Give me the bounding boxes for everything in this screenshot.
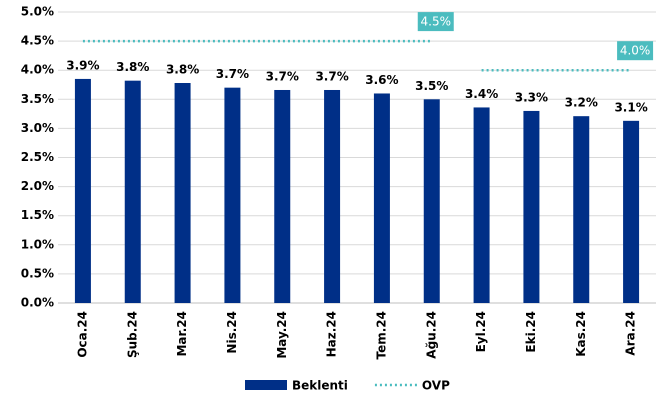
y-tick-label: 3.0% — [21, 121, 54, 135]
annotation: 4.5% — [421, 15, 452, 29]
data-label: 3.6% — [365, 73, 398, 87]
bar — [274, 89, 291, 303]
bar — [373, 93, 390, 303]
y-tick-label: 5.0% — [21, 5, 54, 19]
y-tick-label: 2.5% — [21, 150, 54, 164]
y-tick-label: 2.0% — [21, 179, 54, 193]
data-label: 3.2% — [565, 96, 598, 110]
legend-label: OVP — [422, 379, 450, 393]
bar — [473, 107, 490, 303]
y-tick-label: 0.0% — [21, 296, 54, 310]
data-label: 3.1% — [614, 100, 647, 114]
bar — [324, 89, 341, 303]
x-tick-label: Ara.24 — [624, 311, 638, 356]
data-label: 3.7% — [266, 69, 299, 83]
data-label: 3.3% — [515, 90, 548, 104]
x-tick-label: Eyl.24 — [474, 311, 488, 352]
data-label: 3.9% — [66, 58, 99, 72]
bar — [573, 116, 590, 303]
x-tick-label: Tem.24 — [374, 311, 388, 360]
data-label: 3.4% — [465, 87, 498, 101]
x-tick-label: Nis.24 — [225, 311, 239, 354]
legend-swatch — [245, 380, 287, 390]
y-tick-label: 1.0% — [21, 237, 54, 251]
data-label: 3.7% — [216, 67, 249, 81]
bar — [174, 83, 191, 303]
y-tick-label: 0.5% — [21, 266, 54, 280]
x-tick-label: Kas.24 — [574, 311, 588, 357]
y-tick-label: 4.5% — [21, 34, 54, 48]
x-tick-label: Eki.24 — [524, 311, 538, 353]
data-label: 3.5% — [415, 79, 448, 93]
bar — [124, 80, 141, 304]
x-tick-label: Haz.24 — [325, 311, 339, 357]
annotation-box — [417, 12, 454, 32]
x-tick-label: Ağu.24 — [424, 311, 438, 359]
bar — [423, 99, 440, 303]
data-label: 3.7% — [315, 69, 348, 83]
x-tick-label: Mar.24 — [175, 311, 189, 357]
x-tick-label: Oca.24 — [75, 311, 89, 358]
x-tick-label: Şub.24 — [125, 311, 139, 358]
legend-label: Beklenti — [292, 379, 348, 393]
bar — [74, 78, 91, 304]
bar — [224, 87, 241, 303]
y-tick-label: 3.5% — [21, 92, 54, 106]
y-tick-label: 1.5% — [21, 208, 54, 222]
data-label: 3.8% — [116, 60, 149, 74]
annotation-box — [617, 41, 654, 61]
data-label: 3.8% — [166, 63, 199, 77]
bar — [623, 120, 640, 303]
y-tick-label: 4.0% — [21, 63, 54, 77]
x-tick-label: May.24 — [275, 311, 289, 359]
annotation: 4.0% — [620, 44, 651, 58]
bar — [523, 110, 540, 303]
